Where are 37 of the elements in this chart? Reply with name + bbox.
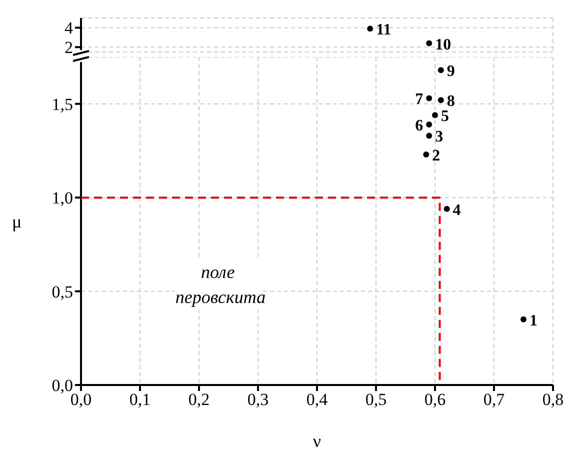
y-tick-label: 0,0 [52,376,73,396]
annotation: 2 [432,147,440,164]
y-tick-label: 2 [64,38,73,58]
annotation: 5 [441,108,449,126]
annotation: 10 [435,36,452,54]
x-tick-label: 0,3 [247,390,269,410]
annotation: поле перовскита [175,260,266,309]
point [432,112,438,118]
point [426,132,432,139]
point [520,316,526,322]
annotation: 11 [376,22,392,39]
annotation: 4 [452,202,461,219]
y-tick-label: 1,5 [52,94,73,114]
x-tick-label: 0,8 [542,390,564,410]
point [426,121,432,128]
y-axis-title: μ [12,211,22,232]
annotation: 6 [415,117,424,134]
annotation: 8 [446,93,455,110]
point [438,97,444,104]
point [444,206,450,212]
annotation: 7 [415,91,424,108]
annotation: 9 [446,63,455,80]
annotation: 1 [530,312,538,330]
point [423,151,430,158]
x-axis-title: ν [312,431,322,451]
x-tick-label: 0,5 [365,390,387,410]
point [426,95,432,102]
x-tick-label: 0,6 [424,390,446,410]
x-tick-label: 0,2 [188,390,210,410]
point [438,67,444,74]
x-tick-label: 0,1 [129,390,151,410]
x-tick-label: 0,4 [306,390,328,410]
x-tick-label: 0,7 [483,390,506,410]
y-tick-label: 4 [64,18,74,38]
y-tick-label: 0,5 [52,282,73,302]
annotation: 3 [435,128,444,146]
y-tick-label: 1,0 [52,188,73,208]
